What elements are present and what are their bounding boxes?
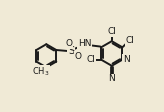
Text: O: O <box>65 39 72 48</box>
Text: O: O <box>74 52 81 61</box>
Text: HN: HN <box>78 39 92 48</box>
Text: Cl: Cl <box>87 55 95 64</box>
Text: Cl: Cl <box>107 27 116 36</box>
Text: Cl: Cl <box>126 36 135 45</box>
Text: CH$_3$: CH$_3$ <box>32 66 50 78</box>
Text: S: S <box>68 46 74 56</box>
Text: N: N <box>123 55 130 64</box>
Text: N: N <box>108 74 115 83</box>
